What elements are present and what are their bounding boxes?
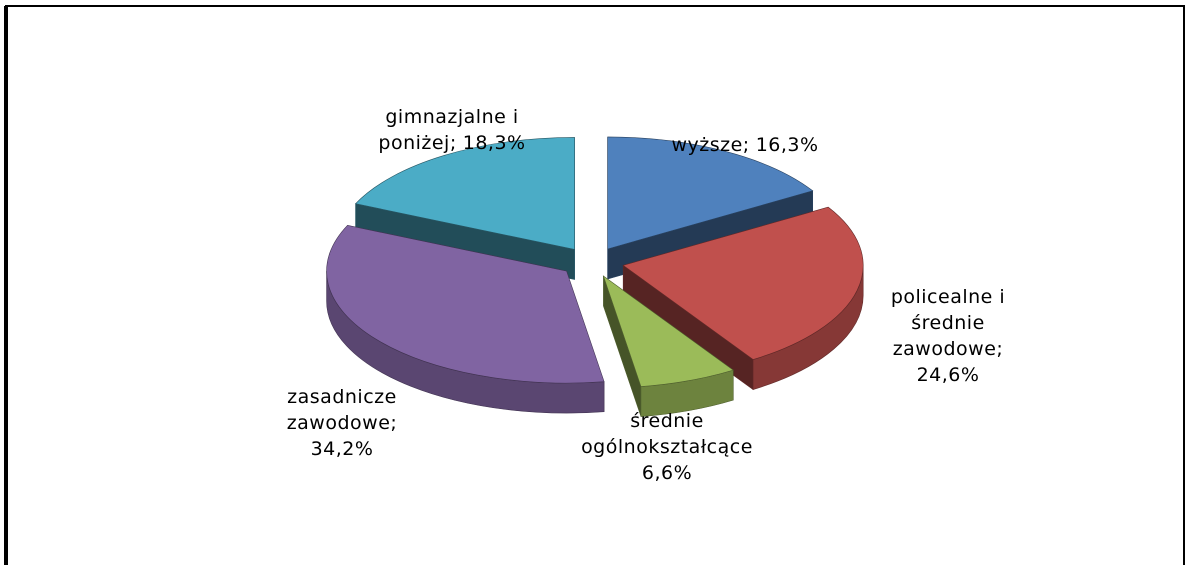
slice-top [607, 136, 814, 250]
slice-top [622, 206, 864, 360]
category-label: policealne i średnie zawodowe; [890, 286, 1006, 360]
category-label: gimnazjalne i poniżej; [378, 106, 519, 154]
frame [5, 5, 1185, 565]
value-label: 6,6% [641, 462, 693, 484]
value-label: 18,3% [462, 132, 526, 154]
slice-top [602, 275, 734, 387]
data-label: zasadnicze zawodowe; 34,2% [267, 384, 417, 462]
slice [622, 206, 864, 391]
slice [602, 275, 734, 417]
slice [354, 137, 575, 280]
data-label: policealne i średnie zawodowe; 24,6% [878, 284, 1018, 388]
category-label: średnie ogólnokształcące [581, 410, 753, 458]
slice [326, 224, 605, 414]
value-label: 16,3% [755, 134, 819, 156]
data-label: średnie ogólnokształcące 6,6% [547, 408, 787, 486]
slice-top [326, 224, 605, 384]
data-label: wyższe; 16,3% [625, 132, 865, 158]
category-label: zasadnicze zawodowe; [286, 386, 398, 434]
slice-top [354, 137, 575, 250]
value-label: 34,2% [310, 438, 374, 460]
value-label: 24,6% [916, 364, 980, 386]
category-label: wyższe; [671, 134, 750, 156]
data-label: gimnazjalne i poniżej; 18,3% [337, 104, 567, 156]
